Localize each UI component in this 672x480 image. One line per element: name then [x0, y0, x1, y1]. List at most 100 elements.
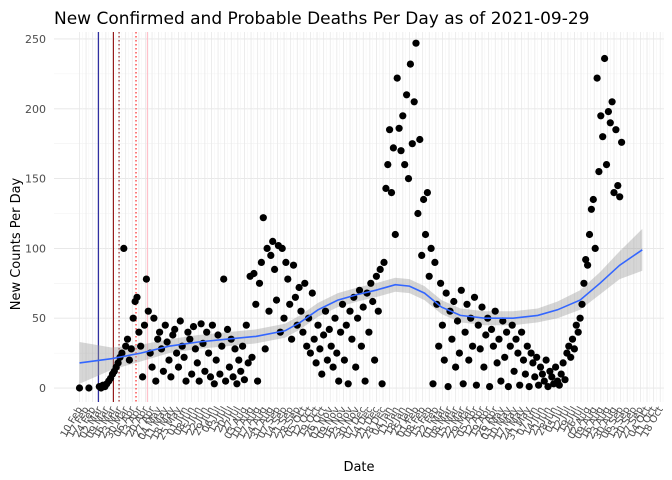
data-point [122, 342, 130, 350]
data-point [331, 314, 339, 322]
data-point [584, 261, 592, 269]
data-point [414, 209, 422, 218]
data-point [369, 297, 377, 306]
data-point [180, 353, 188, 361]
data-point [531, 373, 539, 381]
data-point [435, 342, 443, 350]
data-point [589, 195, 597, 204]
data-point [289, 261, 298, 269]
data-point [568, 335, 577, 343]
y-tick-label: 250 [25, 33, 46, 46]
data-point [261, 345, 269, 353]
data-point [469, 342, 477, 350]
data-point [503, 328, 511, 336]
data-point [412, 39, 420, 47]
data-point [597, 112, 605, 120]
data-point [374, 307, 382, 315]
data-point [210, 380, 218, 388]
data-point [344, 380, 352, 388]
data-point [470, 293, 479, 301]
data-point [591, 244, 599, 252]
data-point [404, 175, 413, 183]
data-point [127, 345, 135, 353]
data-point [606, 119, 614, 127]
data-point [218, 342, 226, 350]
data-point [222, 377, 230, 385]
data-point [320, 331, 328, 339]
data-point [176, 317, 184, 325]
data-point [139, 373, 147, 381]
data-point [576, 314, 584, 322]
data-point [455, 349, 463, 357]
data-point [425, 272, 433, 280]
data-point [501, 353, 509, 361]
data-point [235, 356, 243, 364]
data-point [252, 300, 260, 308]
vertical-lines [97, 32, 148, 402]
data-point [195, 377, 203, 385]
data-point [506, 342, 514, 350]
data-point [188, 370, 196, 378]
data-point [323, 356, 331, 364]
data-point [614, 182, 622, 190]
data-point [314, 321, 322, 329]
data-point [465, 356, 473, 364]
data-point [519, 356, 528, 364]
data-point [378, 380, 386, 388]
data-point [438, 321, 446, 329]
data-point [173, 349, 181, 357]
data-point [567, 353, 575, 361]
data-point [580, 279, 588, 287]
data-point [510, 367, 518, 375]
data-point [582, 256, 590, 264]
data-point [346, 307, 354, 315]
data-point [565, 342, 573, 350]
data-point [240, 376, 248, 384]
data-point [618, 138, 626, 146]
data-point [497, 377, 505, 385]
data-point [118, 349, 126, 357]
data-point [312, 359, 320, 367]
data-point [406, 60, 414, 68]
data-point [208, 321, 216, 329]
data-point [280, 314, 288, 322]
data-point [533, 353, 541, 361]
data-point [421, 230, 430, 239]
data-point [367, 279, 375, 287]
data-point [616, 193, 624, 201]
data-point [525, 383, 533, 391]
y-tick-label: 0 [39, 382, 46, 395]
data-point [474, 321, 482, 329]
data-point [85, 384, 93, 392]
data-point [538, 370, 547, 378]
data-point [521, 370, 530, 378]
data-point [340, 356, 348, 364]
data-point [535, 381, 543, 389]
data-point [308, 289, 316, 297]
data-point [457, 286, 465, 294]
data-point [365, 328, 373, 336]
y-tick-label: 100 [25, 242, 46, 255]
data-point [259, 214, 267, 222]
trend-line [79, 249, 643, 364]
data-point [546, 367, 554, 375]
data-point [201, 367, 209, 375]
data-point [318, 370, 326, 378]
data-point [316, 345, 324, 353]
y-ticks: 0 50 100 150 200 250 [25, 33, 46, 395]
data-point [476, 345, 484, 353]
y-tick-label: 200 [25, 103, 46, 116]
data-point [442, 289, 450, 297]
data-point [508, 321, 516, 329]
data-point [205, 349, 213, 357]
data-point [380, 258, 388, 266]
data-point [523, 342, 531, 350]
chart-title: New Confirmed and Probable Deaths Per Da… [54, 9, 589, 29]
data-point [114, 359, 122, 367]
data-point [267, 251, 275, 259]
data-point [337, 328, 345, 336]
data-point [461, 328, 469, 336]
data-point [518, 328, 526, 336]
